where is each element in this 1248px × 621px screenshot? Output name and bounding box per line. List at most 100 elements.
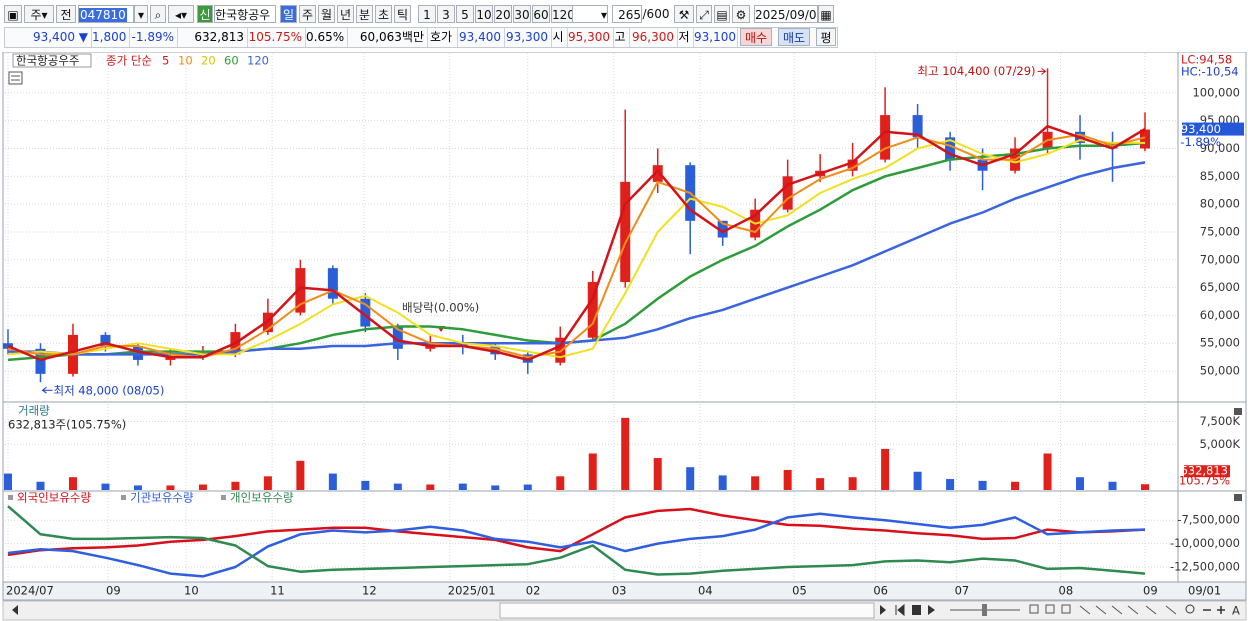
series-line xyxy=(7,505,1146,576)
y-tick-label: -12,500,000 xyxy=(1170,560,1240,574)
zoom-handle[interactable] xyxy=(982,604,987,616)
x-tick-label: 05 xyxy=(792,584,807,598)
low-annotation: 최저 48,000 (08/05) xyxy=(53,384,164,398)
toolbar-button[interactable]: 60 xyxy=(532,5,550,23)
y-tick-label: 60,000 xyxy=(1200,308,1240,322)
y-tick-label: 85,000 xyxy=(1200,169,1240,183)
code-input[interactable]: 047810 xyxy=(78,5,134,23)
tool-icon[interactable]: ▤ xyxy=(714,5,730,23)
volume-bar xyxy=(1043,453,1052,490)
toolbar-button[interactable]: 120 xyxy=(551,5,573,23)
last-volume-label: 632,813 xyxy=(1180,464,1228,478)
zoom-icon[interactable] xyxy=(1185,604,1195,614)
volume-bar xyxy=(231,481,240,490)
volume-bar xyxy=(588,453,597,490)
x-tick-label: 12 xyxy=(362,584,377,598)
zoom-buttons[interactable] xyxy=(1203,606,1225,614)
volume-bar xyxy=(393,483,402,490)
calendar-icon[interactable]: ▦ xyxy=(818,5,834,23)
period-unit-text: 주 xyxy=(30,8,42,22)
last-volume-pct: 105.75% xyxy=(1179,474,1230,488)
candle-body xyxy=(295,268,306,313)
last-price-box xyxy=(1182,122,1244,136)
series-line xyxy=(7,124,1146,362)
toolbar-button[interactable]: 1 xyxy=(418,5,436,23)
interval-dropdown[interactable]: ▾ xyxy=(572,5,608,23)
toolbar-button[interactable]: 주 xyxy=(299,5,316,23)
volume-bar xyxy=(1076,477,1085,490)
toolbar-button[interactable]: 월 xyxy=(318,5,335,23)
count-input[interactable]: 265 xyxy=(612,5,642,23)
toolbar-button[interactable]: 3 xyxy=(437,5,455,23)
legend-entry: 60 xyxy=(224,54,239,68)
title-box xyxy=(12,53,92,68)
open-label: 시 xyxy=(552,28,568,47)
toolbar-button[interactable]: 틱 xyxy=(394,5,411,23)
candle-body xyxy=(457,343,468,347)
tool-icon[interactable]: ⚒ xyxy=(674,5,694,23)
play-button[interactable] xyxy=(928,605,935,615)
buy-button[interactable]: 매수 xyxy=(740,28,772,46)
volume-bar xyxy=(36,481,45,490)
volume-bar xyxy=(978,480,987,490)
avg-button[interactable]: 평 xyxy=(816,28,836,46)
y-tick-label: 50,000 xyxy=(1200,364,1240,378)
legend-entry: 개인보유수량 xyxy=(230,491,294,505)
volume-bar xyxy=(913,471,922,490)
chart-title: 한국항공우주 xyxy=(16,54,79,68)
toolbar-button[interactable]: 10 xyxy=(475,5,493,23)
toolbar-button[interactable]: 분 xyxy=(356,5,373,23)
scroll-right[interactable] xyxy=(880,605,886,615)
code-text: 047810 xyxy=(79,8,127,22)
menu-icon[interactable]: ▣ xyxy=(4,5,22,23)
tool-icon[interactable]: ⤢ xyxy=(696,5,712,23)
x-tick-label: 10 xyxy=(184,584,199,598)
high-label: 고 xyxy=(614,28,630,47)
tool-icons[interactable] xyxy=(1029,604,1177,615)
bid-ask-label: 호가 xyxy=(428,28,458,47)
x-tick-label: 04 xyxy=(698,584,713,598)
code-dropdown[interactable]: ▾ xyxy=(134,5,148,23)
x-tick-label: 09 xyxy=(1143,584,1158,598)
panel-close[interactable] xyxy=(1234,408,1242,415)
volume-bar xyxy=(523,484,532,490)
legend-entry: 외국인보유수량 xyxy=(17,491,91,505)
volume-bar xyxy=(816,478,825,490)
volume-bar xyxy=(1108,481,1117,490)
period-unit[interactable]: 주▾ xyxy=(24,5,54,23)
legend-swatch xyxy=(8,495,13,500)
sell-button[interactable]: 매도 xyxy=(778,28,810,46)
x-tick-label: 11 xyxy=(270,584,285,598)
low-label: 저 xyxy=(678,28,694,47)
prev-button[interactable]: 전 xyxy=(56,5,76,23)
toolbar-button[interactable]: 20 xyxy=(494,5,512,23)
panel-close[interactable] xyxy=(1234,494,1242,501)
legend-swatch xyxy=(221,495,226,500)
sound-button[interactable]: ◂▾ xyxy=(168,5,194,23)
rewind-button[interactable] xyxy=(895,603,905,617)
toolbar-button[interactable]: 일 xyxy=(280,5,297,23)
toolbar-button[interactable]: 30 xyxy=(513,5,531,23)
search-button[interactable]: ⌕ xyxy=(150,5,166,23)
candle-body xyxy=(945,137,956,160)
toolbar-button[interactable]: 초 xyxy=(375,5,392,23)
stop-button[interactable] xyxy=(912,605,921,615)
candle-body xyxy=(197,354,208,358)
new-badge: 신 xyxy=(197,5,213,23)
volume-bar xyxy=(556,476,565,490)
toolbar-button[interactable]: 년 xyxy=(337,5,354,23)
date-input[interactable]: 2025/09/01 xyxy=(754,5,818,23)
font-button[interactable]: A xyxy=(1232,604,1240,618)
ma-label: 종가 단순 xyxy=(106,54,152,68)
settings-icon[interactable]: ⚙ xyxy=(732,5,750,23)
toolbar-button[interactable]: 5 xyxy=(456,5,474,23)
volume-bar xyxy=(361,480,370,490)
list-icon[interactable] xyxy=(8,71,23,85)
scroll-thumb[interactable] xyxy=(499,602,875,619)
candle-body xyxy=(912,115,923,138)
legend-entry: 20 xyxy=(201,54,216,68)
volume-bar xyxy=(1141,484,1149,490)
high: 96,300 xyxy=(630,28,678,47)
scroll-left[interactable] xyxy=(12,605,18,615)
series-line xyxy=(7,507,1146,557)
